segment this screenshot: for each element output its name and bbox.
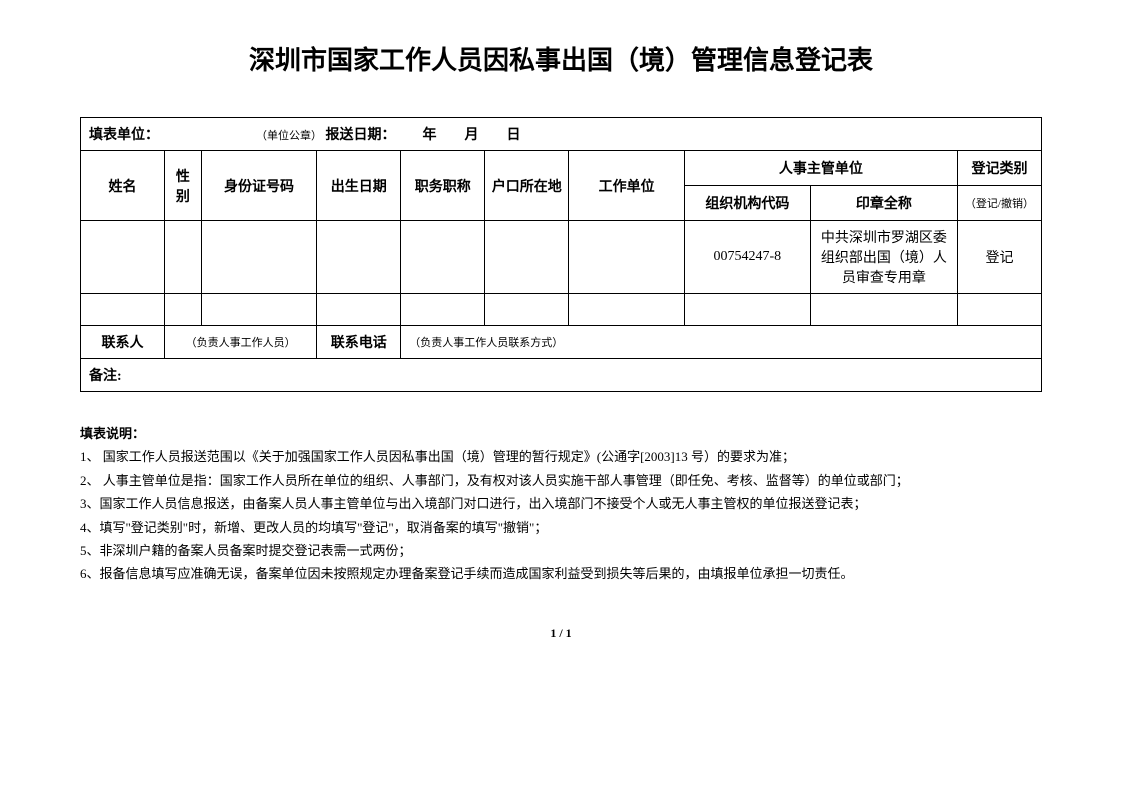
- cell-hukou: [485, 221, 569, 294]
- col-hukou: 户口所在地: [485, 151, 569, 221]
- col-sealfullname: 印章全称: [810, 186, 957, 221]
- cell-regtype: 登记: [957, 221, 1041, 294]
- empty-cell: [569, 294, 685, 326]
- empty-cell: [165, 294, 202, 326]
- cell-workunit: [569, 221, 685, 294]
- note-item: 3、国家工作人员信息报送，由备案人员人事主管单位与出入境部门对口进行，出入境部门…: [80, 492, 1042, 515]
- header-row-cell: 填表单位： （单位公章） 报送日期： 年 月 日: [81, 118, 1042, 151]
- page-title: 深圳市国家工作人员因私事出国（境）管理信息登记表: [80, 40, 1042, 77]
- empty-cell: [317, 294, 401, 326]
- col-gender: 性别: [165, 151, 202, 221]
- cell-orgcode: 00754247-8: [684, 221, 810, 294]
- cell-idnumber: [201, 221, 317, 294]
- col-workunit: 工作单位: [569, 151, 685, 221]
- note-item: 2、 人事主管单位是指：国家工作人员所在单位的组织、人事部门，及有权对该人员实施…: [80, 469, 1042, 492]
- seal-hint: （单位公章）: [256, 130, 322, 142]
- col-birthdate: 出生日期: [317, 151, 401, 221]
- phone-label: 联系电话: [317, 326, 401, 359]
- col-regtype: 登记类别: [957, 151, 1041, 186]
- fill-unit-label: 填表单位：: [89, 128, 159, 143]
- empty-cell: [957, 294, 1041, 326]
- col-jobtitle: 职务职称: [401, 151, 485, 221]
- cell-gender: [165, 221, 202, 294]
- empty-cell: [684, 294, 810, 326]
- phone-hint: （负责人事工作人员联系方式）: [401, 326, 1042, 359]
- note-item: 4、填写"登记类别"时，新增、更改人员的均填写"登记"，取消备案的填写"撤销"；: [80, 516, 1042, 539]
- notes-section: 填表说明： 1、 国家工作人员报送范围以《关于加强国家工作人员因私事出国（境）管…: [80, 422, 1042, 586]
- empty-cell: [81, 294, 165, 326]
- note-item: 5、非深圳户籍的备案人员备案时提交登记表需一式两份；: [80, 539, 1042, 562]
- col-name: 姓名: [81, 151, 165, 221]
- remarks-cell: 备注:: [81, 359, 1042, 392]
- col-orgcode: 组织机构代码: [684, 186, 810, 221]
- col-idnumber: 身份证号码: [201, 151, 317, 221]
- cell-jobtitle: [401, 221, 485, 294]
- empty-cell: [485, 294, 569, 326]
- contact-hint: （负责人事工作人员）: [165, 326, 317, 359]
- cell-sealfullname: 中共深圳市罗湖区委组织部出国（境）人员审查专用章: [810, 221, 957, 294]
- col-hrunit: 人事主管单位: [684, 151, 957, 186]
- page-number: 1 / 1: [80, 626, 1042, 641]
- col-regtype-note: （登记/撤销）: [957, 186, 1041, 221]
- empty-cell: [810, 294, 957, 326]
- cell-name: [81, 221, 165, 294]
- note-item: 1、 国家工作人员报送范围以《关于加强国家工作人员因私事出国（境）管理的暂行规定…: [80, 445, 1042, 468]
- date-format: 年 月 日: [423, 128, 521, 143]
- registration-table: 填表单位： （单位公章） 报送日期： 年 月 日 姓名 性别 身份证号码 出生日…: [80, 117, 1042, 392]
- empty-cell: [401, 294, 485, 326]
- note-item: 6、报备信息填写应准确无误，备案单位因未按照规定办理备案登记手续而造成国家利益受…: [80, 562, 1042, 585]
- cell-birthdate: [317, 221, 401, 294]
- contact-label: 联系人: [81, 326, 165, 359]
- empty-cell: [201, 294, 317, 326]
- report-date-label: 报送日期：: [326, 128, 396, 143]
- notes-title: 填表说明：: [80, 422, 1042, 445]
